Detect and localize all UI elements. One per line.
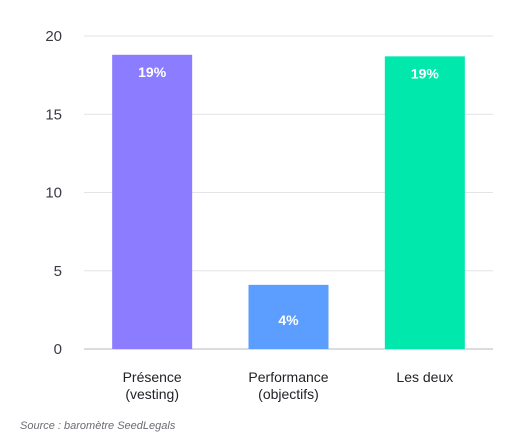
source-note: Source : baromètre SeedLegals: [20, 420, 176, 432]
y-tick-label: 20: [45, 28, 62, 45]
bar-value-label: 19%: [411, 65, 440, 81]
y-tick-label: 15: [45, 106, 62, 123]
bar: [112, 54, 193, 349]
x-category-label-line: Présence: [123, 369, 182, 385]
y-tick-label: 10: [45, 185, 62, 202]
x-category-label: Présence (vesting): [123, 369, 182, 402]
bar: [384, 56, 465, 349]
y-tick-label: 0: [54, 341, 62, 358]
x-category-label-line: Performance: [248, 369, 328, 385]
bar-value-label: 4%: [278, 312, 299, 328]
x-category-label: Performance (objectifs): [248, 369, 328, 402]
x-category-label-line: Les deux: [396, 369, 453, 385]
y-tick-label: 5: [54, 263, 62, 280]
x-axis-labels: Présence (vesting) Performance (objectifs) L…: [123, 369, 454, 402]
bar: [248, 284, 329, 349]
y-axis-ticks: 0 5 10 15 20: [45, 28, 62, 358]
bar-value-label: 19%: [138, 64, 167, 80]
x-category-label: Les deux: [396, 369, 453, 385]
x-category-label-line: (objectifs): [258, 386, 319, 402]
bars: 19% 4% 19%: [112, 54, 465, 349]
x-category-label-line: (vesting): [125, 386, 179, 402]
bar-chart: 0 5 10 15 20 19% 4% 19% Présence (vesting) Perfo…: [45, 28, 493, 402]
